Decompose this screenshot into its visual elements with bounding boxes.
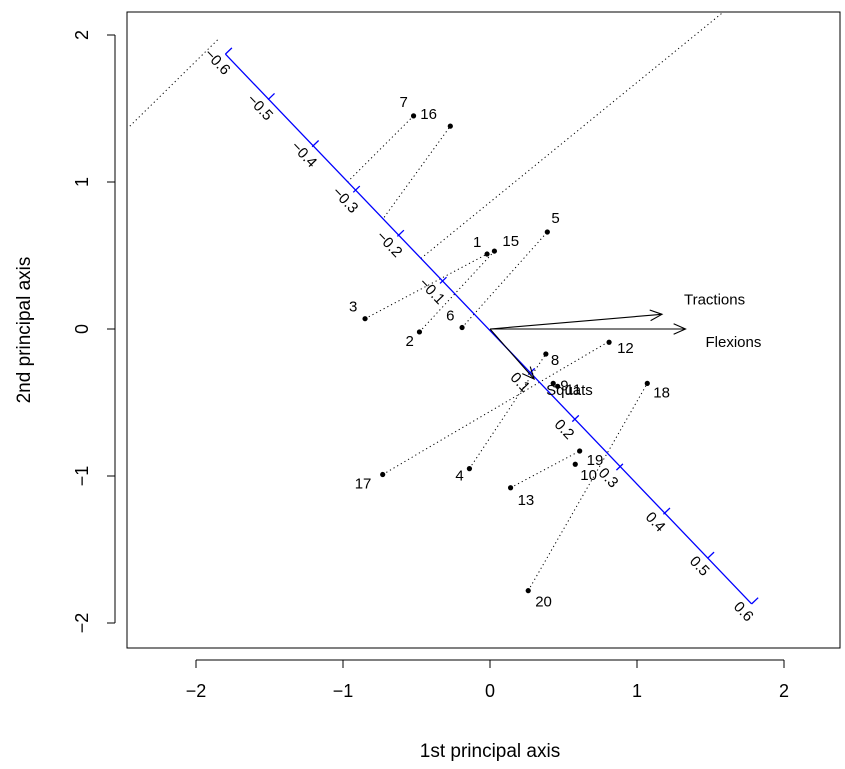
point-label-8: 8	[551, 352, 559, 369]
projection-line-7	[383, 342, 608, 474]
point-label-15: 15	[502, 233, 519, 250]
point-label-13: 13	[518, 492, 535, 509]
x-tick-label-1: −1	[333, 681, 354, 701]
point-label-3: 3	[349, 299, 357, 316]
prediction-tick-1	[268, 93, 275, 99]
point-13	[508, 485, 513, 490]
x-axis: −2 −1 0 1 2	[186, 660, 789, 701]
point-label-5: 5	[551, 210, 559, 227]
point-4	[467, 466, 472, 471]
point-18	[645, 381, 650, 386]
point-12	[606, 340, 611, 345]
projection-line-3	[421, 13, 722, 258]
projection-line-2	[384, 126, 450, 217]
projection-line-10	[528, 383, 647, 590]
point-label-20: 20	[535, 594, 552, 611]
point-label-7: 7	[400, 94, 408, 111]
y-tick-label-0: −2	[72, 613, 92, 634]
prediction-tick-9	[663, 508, 670, 514]
y-tick-label-2: 0	[72, 324, 92, 334]
point-label-2: 2	[405, 333, 413, 350]
prediction-axis: −0.6−0.5−0.4−0.3−0.2−0.10.10.20.30.40.50…	[201, 45, 758, 625]
point-16	[448, 124, 453, 129]
point-label-4: 4	[455, 468, 463, 485]
variable-label-0: Tractions	[684, 291, 745, 308]
point-label-12: 12	[617, 340, 634, 357]
prediction-tick-4	[397, 230, 404, 236]
point-7	[411, 113, 416, 118]
projection-line-8	[469, 354, 545, 469]
point-label-16: 16	[420, 106, 437, 123]
point-label-1: 1	[473, 234, 481, 251]
point-11	[555, 384, 560, 389]
point-9	[551, 381, 556, 386]
point-label-18: 18	[653, 384, 670, 401]
point-label-17: 17	[355, 476, 372, 493]
projection-line-1	[347, 116, 413, 182]
point-19	[577, 448, 582, 453]
point-3	[362, 316, 367, 321]
y-axis: −2 −1 0 1 2	[72, 30, 115, 633]
point-2	[417, 329, 422, 334]
prediction-tick-11	[752, 598, 759, 604]
point-8	[543, 351, 548, 356]
x-tick-label-4: 2	[779, 681, 789, 701]
variable-arrow-2	[490, 329, 534, 379]
x-tick-label-3: 1	[632, 681, 642, 701]
point-label-10: 10	[580, 467, 597, 484]
x-axis-label: 1st principal axis	[420, 741, 560, 762]
y-axis-label: 2nd principal axis	[14, 257, 35, 404]
x-tick-label-2: 0	[485, 681, 495, 701]
y-tick-label-1: −1	[72, 466, 92, 487]
x-tick-label-0: −2	[186, 681, 207, 701]
prediction-tick-10	[708, 552, 715, 558]
point-6	[459, 325, 464, 330]
point-15	[492, 248, 497, 253]
point-label-11: 11	[566, 381, 582, 398]
variable-label-1: Flexions	[706, 334, 762, 351]
point-5	[545, 229, 550, 234]
point-label-6: 6	[446, 308, 454, 325]
plot-frame	[127, 12, 840, 648]
point-1	[484, 251, 489, 256]
variable-arrow-0	[490, 314, 662, 329]
projection-lines	[130, 13, 722, 591]
projection-line-9	[511, 451, 580, 488]
point-label-19: 19	[587, 452, 604, 469]
prediction-tick-2	[312, 140, 319, 146]
y-tick-label-4: 2	[72, 30, 92, 40]
point-10	[573, 462, 578, 467]
point-17	[380, 472, 385, 477]
prediction-tick-0	[225, 48, 232, 54]
y-tick-label-3: 1	[72, 177, 92, 187]
point-20	[526, 588, 531, 593]
